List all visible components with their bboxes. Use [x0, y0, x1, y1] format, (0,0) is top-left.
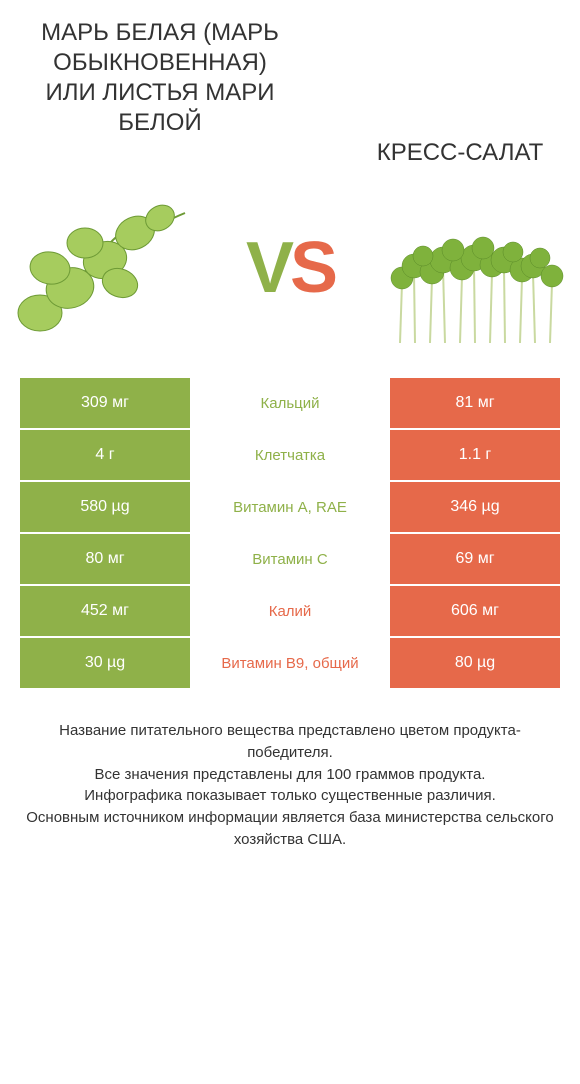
- footer-line: Все значения представлены для 100 граммо…: [20, 764, 560, 786]
- cell-nutrient-label: Витамин B9, общий: [190, 638, 390, 690]
- vs-s: S: [290, 228, 334, 308]
- comparison-table: 309 мгКальций81 мг4 гКлетчатка1.1 г580 µ…: [20, 378, 560, 690]
- cell-nutrient-label: Клетчатка: [190, 430, 390, 482]
- cell-left-value: 4 г: [20, 430, 190, 482]
- vs-v: V: [246, 228, 290, 308]
- cell-nutrient-label: Кальций: [190, 378, 390, 430]
- title-right: КРЕСС-САЛАТ: [370, 18, 550, 168]
- cell-right-value: 69 мг: [390, 534, 560, 586]
- table-row: 580 µgВитамин A, RAE346 µg: [20, 482, 560, 534]
- cell-right-value: 606 мг: [390, 586, 560, 638]
- header: МАРЬ БЕЛАЯ (МАРЬ ОБЫКНОВЕННАЯ) ИЛИ ЛИСТЬ…: [0, 0, 580, 168]
- cell-left-value: 80 мг: [20, 534, 190, 586]
- cell-nutrient-label: Витамин C: [190, 534, 390, 586]
- cell-nutrient-label: Калий: [190, 586, 390, 638]
- cell-nutrient-label: Витамин A, RAE: [190, 482, 390, 534]
- cell-right-value: 1.1 г: [390, 430, 560, 482]
- cell-left-value: 452 мг: [20, 586, 190, 638]
- cell-left-value: 580 µg: [20, 482, 190, 534]
- footer-text: Название питательного вещества представл…: [0, 690, 580, 851]
- plant-right-image: [380, 188, 570, 348]
- table-row: 4 гКлетчатка1.1 г: [20, 430, 560, 482]
- cell-left-value: 30 µg: [20, 638, 190, 690]
- footer-line: Основным источником информации является …: [20, 807, 560, 851]
- footer-line: Инфографика показывает только существенн…: [20, 785, 560, 807]
- plant-left-image: [10, 188, 200, 348]
- cell-right-value: 80 µg: [390, 638, 560, 690]
- cell-right-value: 346 µg: [390, 482, 560, 534]
- vs-label: VS: [246, 227, 334, 309]
- footer-line: Название питательного вещества представл…: [20, 720, 560, 764]
- table-row: 30 µgВитамин B9, общий80 µg: [20, 638, 560, 690]
- table-row: 80 мгВитамин C69 мг: [20, 534, 560, 586]
- title-left: МАРЬ БЕЛАЯ (МАРЬ ОБЫКНОВЕННАЯ) ИЛИ ЛИСТЬ…: [30, 18, 290, 138]
- table-row: 309 мгКальций81 мг: [20, 378, 560, 430]
- cell-right-value: 81 мг: [390, 378, 560, 430]
- vs-row: VS: [0, 168, 580, 378]
- cell-left-value: 309 мг: [20, 378, 190, 430]
- table-row: 452 мгКалий606 мг: [20, 586, 560, 638]
